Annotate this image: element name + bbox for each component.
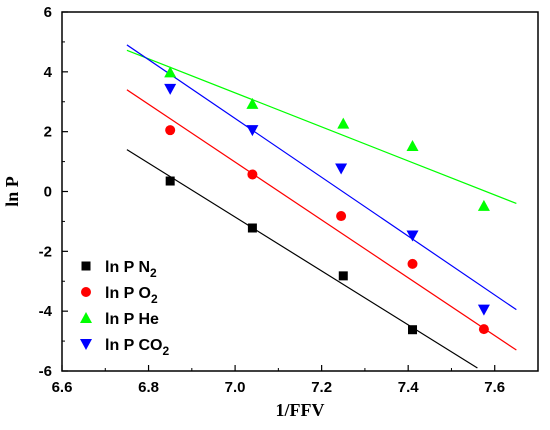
data-point-ln-p-he: [246, 97, 259, 109]
fit-line-ln-p-he: [126, 49, 517, 205]
y-tick-label: 2: [44, 124, 52, 141]
y-tick-label: 4: [44, 64, 53, 81]
fit-line-ln-p-n2: [126, 149, 478, 369]
legend-marker-ln-p-co2: [80, 339, 92, 350]
data-point-ln-p-he: [337, 117, 350, 129]
y-tick-label: -4: [39, 303, 53, 320]
x-axis-title: 1/FFV: [276, 400, 325, 420]
y-tick-label: 0: [44, 184, 52, 201]
legend-marker-ln-p-n2: [81, 261, 91, 271]
data-point-ln-p-n2: [338, 271, 348, 281]
data-point-ln-p-co2: [477, 304, 490, 316]
x-tick-label: 6.6: [52, 379, 73, 396]
data-point-ln-p-o2: [247, 169, 258, 180]
legend-label-ln-p-o2: ln P O2: [105, 285, 158, 306]
y-tick-label: -6: [39, 363, 52, 380]
data-point-ln-p-n2: [408, 325, 418, 335]
x-tick-label: 6.8: [138, 379, 159, 396]
legend-marker-ln-p-he: [80, 312, 92, 323]
data-point-ln-p-co2: [164, 83, 177, 95]
data-point-ln-p-he: [164, 66, 177, 78]
y-tick-label: -2: [39, 243, 52, 260]
x-tick-label: 7.0: [225, 379, 246, 396]
x-tick-label: 7.6: [484, 379, 505, 396]
y-axis-title: ln P: [2, 176, 22, 207]
data-point-ln-p-n2: [165, 176, 175, 186]
legend-marker-ln-p-o2: [81, 287, 91, 297]
y-tick-label: 6: [44, 4, 52, 21]
data-point-ln-p-co2: [406, 230, 419, 242]
axis-ticks: 6.6 6.8 7.0 7.2 7.4 7.6 6 4 2 0 -2 -4 -6: [39, 4, 506, 396]
data-point-ln-p-co2: [246, 125, 259, 137]
data-point-ln-p-co2: [335, 163, 348, 175]
legend-label-ln-p-n2: ln P N2: [105, 259, 157, 280]
legend: ln P N2 ln P O2 ln P He ln P CO2: [80, 259, 170, 358]
legend-label-ln-p-co2: ln P CO2: [105, 337, 170, 358]
fit-lines: [126, 44, 517, 369]
data-point-ln-p-he: [406, 140, 419, 152]
legend-label-ln-p-he: ln P He: [105, 311, 159, 328]
x-tick-label: 7.4: [398, 379, 420, 396]
data-point-ln-p-o2: [407, 258, 418, 269]
fit-line-ln-p-co2: [126, 44, 517, 311]
data-point-ln-p-he: [477, 199, 490, 211]
x-tick-label: 7.2: [311, 379, 332, 396]
data-point-ln-p-o2: [478, 324, 489, 335]
data-point-ln-p-o2: [165, 125, 176, 136]
data-points: [164, 66, 490, 335]
data-point-ln-p-o2: [336, 211, 347, 222]
fit-line-ln-p-o2: [126, 89, 517, 351]
data-point-ln-p-n2: [247, 223, 257, 233]
